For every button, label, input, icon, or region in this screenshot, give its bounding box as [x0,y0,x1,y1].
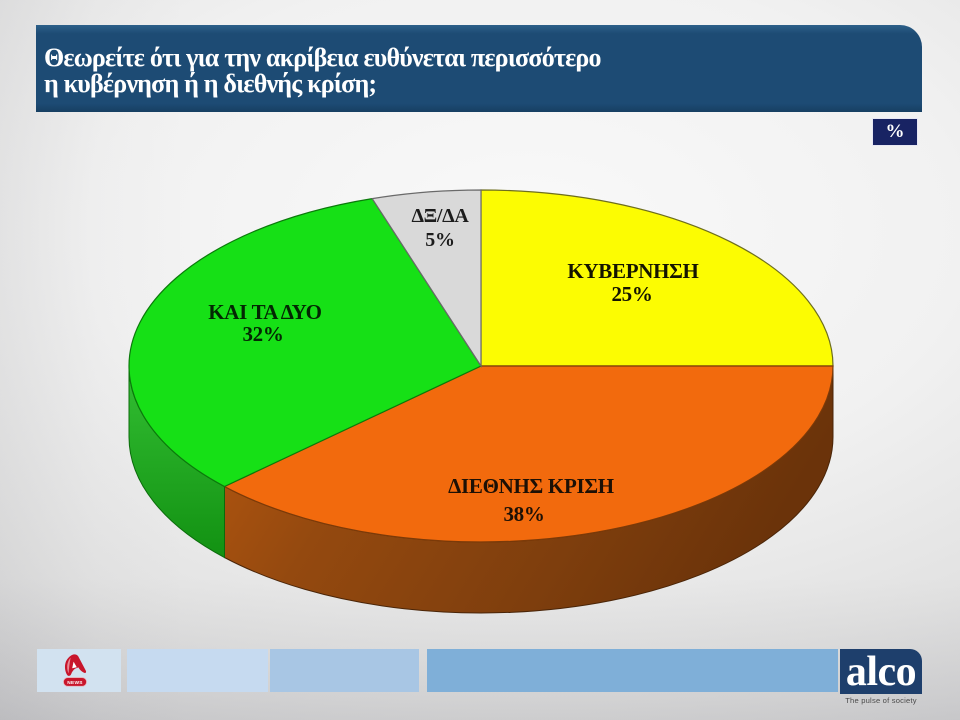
svg-text:32%: 32% [242,322,283,346]
svg-text:NEWS: NEWS [67,680,83,686]
svg-text:ΚΑΙ ΤΑ ΔΥΟ: ΚΑΙ ΤΑ ΔΥΟ [208,300,321,324]
svg-text:5%: 5% [425,229,454,251]
svg-text:ΚΥΒΕΡΝΗΣΗ: ΚΥΒΕΡΝΗΣΗ [567,259,698,283]
svg-text:ΔΞ/ΔΑ: ΔΞ/ΔΑ [411,205,469,227]
svg-text:ΔΙΕΘΝΗΣ ΚΡΙΣΗ: ΔΙΕΘΝΗΣ ΚΡΙΣΗ [448,474,614,498]
svg-text:25%: 25% [611,282,652,306]
svg-text:38%: 38% [503,502,544,526]
